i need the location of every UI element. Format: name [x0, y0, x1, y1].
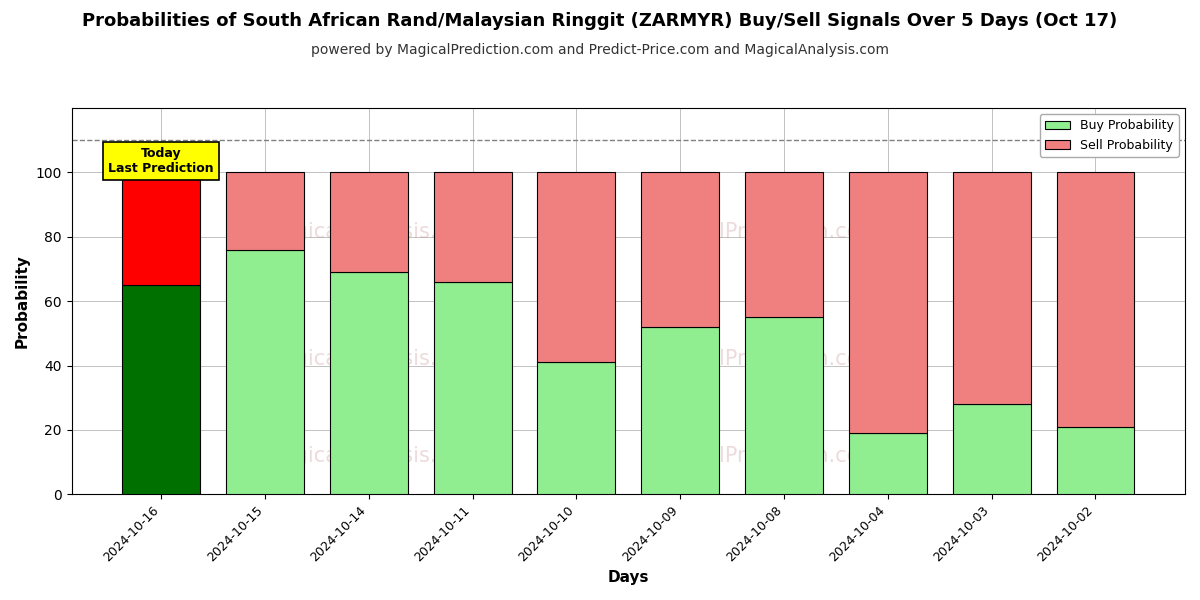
- Bar: [330, 172, 408, 272]
- Bar: [745, 172, 823, 317]
- Bar: [122, 172, 200, 285]
- Text: powered by MagicalPrediction.com and Predict-Price.com and MagicalAnalysis.com: powered by MagicalPrediction.com and Pre…: [311, 43, 889, 57]
- Bar: [538, 362, 616, 494]
- Text: MagicalAnalysis.com: MagicalAnalysis.com: [264, 446, 481, 466]
- Bar: [433, 282, 511, 494]
- Bar: [1056, 172, 1134, 427]
- Text: MagicalPrediction.com: MagicalPrediction.com: [644, 349, 880, 369]
- Bar: [745, 317, 823, 494]
- Bar: [330, 272, 408, 494]
- Text: MagicalAnalysis.com: MagicalAnalysis.com: [264, 221, 481, 242]
- Bar: [226, 172, 304, 250]
- Text: MagicalAnalysis.com: MagicalAnalysis.com: [264, 349, 481, 369]
- Bar: [1056, 427, 1134, 494]
- Bar: [226, 250, 304, 494]
- Text: MagicalPrediction.com: MagicalPrediction.com: [644, 446, 880, 466]
- X-axis label: Days: Days: [607, 570, 649, 585]
- Bar: [848, 172, 926, 433]
- Bar: [538, 172, 616, 362]
- Text: Probabilities of South African Rand/Malaysian Ringgit (ZARMYR) Buy/Sell Signals : Probabilities of South African Rand/Mala…: [83, 12, 1117, 30]
- Bar: [641, 327, 719, 494]
- Bar: [433, 172, 511, 282]
- Y-axis label: Probability: Probability: [16, 254, 30, 348]
- Bar: [641, 172, 719, 327]
- Bar: [848, 433, 926, 494]
- Bar: [953, 404, 1031, 494]
- Legend: Buy Probability, Sell Probability: Buy Probability, Sell Probability: [1040, 114, 1178, 157]
- Text: Today
Last Prediction: Today Last Prediction: [108, 146, 214, 175]
- Bar: [953, 172, 1031, 404]
- Bar: [122, 285, 200, 494]
- Text: MagicalPrediction.com: MagicalPrediction.com: [644, 221, 880, 242]
